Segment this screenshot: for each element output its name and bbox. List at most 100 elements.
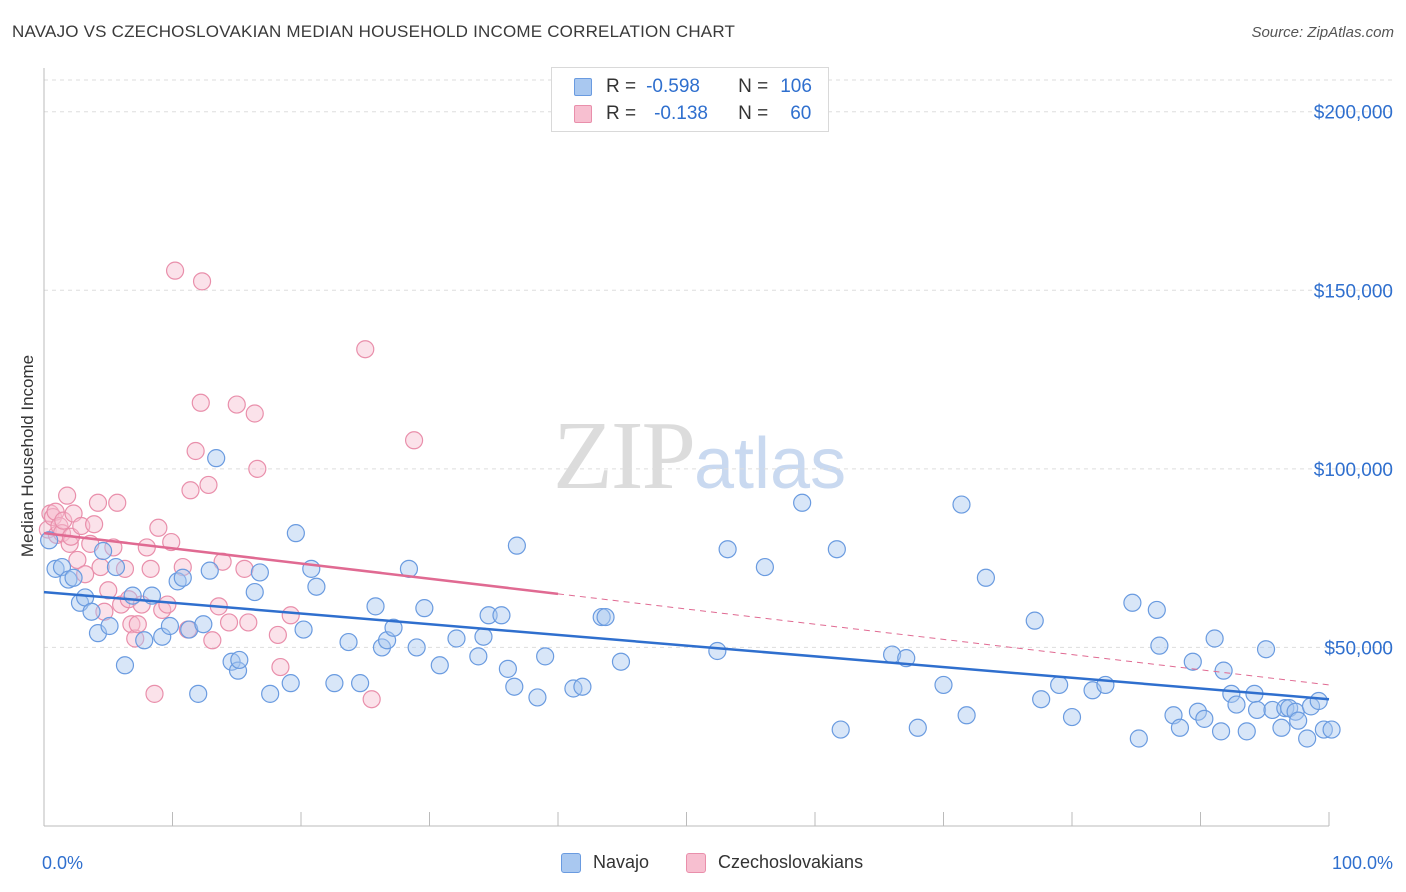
navajo-swatch [574,78,592,96]
data-point [1129,729,1148,748]
navajo-r-value: -0.598 [646,76,700,97]
czech-swatch [574,105,592,123]
data-point [1256,640,1276,659]
data-point [1289,711,1308,730]
czech-trend-line [43,531,559,596]
data-point [94,541,113,561]
data-point [1170,718,1190,737]
data-point [281,674,300,693]
tick-labels: $50,000 $100,000 $150,000 $200,000 0.0% 100.0… [42,103,1393,873]
data-point [286,524,305,543]
data-point [64,568,83,587]
y-tick-label: $100,000 [1314,460,1393,481]
data-point [76,565,95,584]
legend-navajo-label: Navajo [593,852,650,872]
data-point [281,606,300,625]
trend-lines [43,531,1330,701]
data-point [40,531,59,550]
data-point [708,641,727,661]
data-point [1276,699,1295,718]
data-point [908,718,927,737]
data-point [85,515,104,534]
data-point [1214,661,1233,680]
data-point [611,652,631,671]
navajo-n-label: N = [738,76,769,97]
data-point [1188,702,1208,721]
data-point [507,536,526,555]
data-point [1298,729,1317,748]
data-point [592,607,611,627]
data-point [219,613,239,632]
legend-row-navajo: R = -0.598 N = 106 [574,74,812,100]
data-point [248,459,267,478]
data-point [199,475,218,495]
data-point [180,620,199,639]
data-point [200,561,219,580]
data-point [1123,593,1142,612]
data-point [268,625,287,645]
data-point [351,674,370,693]
data-point [447,629,466,648]
data-point [718,540,737,559]
y-tick-label: $200,000 [1314,103,1393,124]
data-point [294,620,313,639]
data-point [415,599,434,618]
data-point [1247,700,1267,720]
data-point [181,481,200,500]
data-point [122,615,141,634]
series-navajo [40,449,1341,748]
data-point [307,577,326,596]
data-point [160,616,180,636]
data-point [245,582,264,602]
watermark-atlas: atlas [694,424,847,504]
data-point [82,602,101,621]
data-point [596,607,615,627]
data-point [235,559,254,578]
data-point [1211,722,1231,741]
data-point [952,495,971,514]
data-point [1062,707,1082,727]
data-point [250,563,269,582]
data-point [162,532,181,552]
data-point [430,656,449,675]
data-point [1183,652,1202,671]
data-point [158,595,177,614]
data-point [261,684,280,703]
data-point [115,656,135,675]
data-point [227,395,246,414]
data-point [1314,720,1333,739]
data-point [173,557,192,577]
data-point [827,540,846,559]
data-point [100,616,119,636]
watermark: ZIPatlas [553,400,846,512]
data-point [239,613,258,632]
data-point [222,652,241,671]
data-point [137,538,156,557]
legend-navajo-swatch [561,852,581,873]
data-point [95,602,114,621]
data-point [104,538,123,557]
data-point [99,581,118,600]
data-point [126,629,145,648]
navajo-n-value: 106 [780,76,812,97]
data-point [573,677,592,696]
data-point [207,449,226,468]
czech-n-label: N = [738,103,769,124]
data-point [325,674,344,693]
data-point [1227,695,1246,714]
navajo-trend-line [43,590,1330,701]
data-point [1272,718,1291,737]
data-point [1032,690,1051,709]
data-point [1309,691,1328,711]
data-point [469,647,488,666]
data-point [91,557,110,577]
czech-trend-extension [557,593,1330,686]
legend-row-czechoslovakians: R = -0.138 N = 60 [574,101,811,127]
data-point [88,624,108,643]
data-point [564,679,583,698]
data-point [54,511,73,530]
data-point [339,632,358,652]
data-point [384,618,403,637]
stats-legend: R = -0.598 N = 106 R = -0.138 N = 60 [551,67,829,132]
data-point [173,568,192,587]
